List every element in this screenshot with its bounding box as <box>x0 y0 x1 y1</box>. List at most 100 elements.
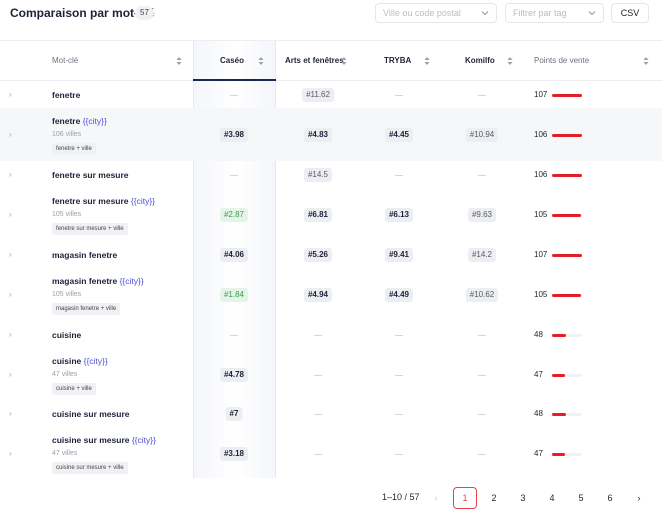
empty-rank <box>314 374 322 376</box>
rank-badge-komilfo: #14.2 <box>467 247 497 262</box>
city-variable: {{city}} <box>130 196 156 206</box>
keyword-label: cuisine {{city}} <box>52 356 108 366</box>
empty-rank <box>395 174 403 176</box>
points-bar <box>552 173 582 177</box>
expand-chevron-icon[interactable]: › <box>9 448 12 458</box>
expand-chevron-icon[interactable]: › <box>9 289 12 299</box>
keyword-tag: fenetre sur mesure + ville <box>52 223 128 235</box>
sort-icon[interactable] <box>341 56 347 66</box>
keyword-text: cuisine sur mesure <box>52 435 132 445</box>
points-count: 105 <box>534 209 548 219</box>
page-button-3[interactable]: 3 <box>520 493 526 503</box>
column-header-tryba[interactable]: TRYBA <box>384 56 412 65</box>
empty-rank <box>395 334 403 336</box>
rank-badge-caseo: #3.18 <box>219 446 249 461</box>
expand-chevron-icon[interactable]: › <box>9 169 12 179</box>
chevron-down-icon <box>588 11 596 16</box>
keyword-text: fenetre sur mesure <box>52 169 129 180</box>
table-row[interactable]: › cuisine {{city}} 47 villes cuisine + vill… <box>0 348 662 401</box>
keyword-text: cuisine <box>52 356 84 366</box>
table-row[interactable]: › magasin fenetre {{city}} 105 villes magas… <box>0 268 662 321</box>
rank-badge-tryba: #4.45 <box>384 127 414 142</box>
points-bar <box>552 213 581 217</box>
sort-icon[interactable] <box>176 56 182 66</box>
keyword-tag: magasin fenetre + ville <box>52 303 121 315</box>
keyword-text: magasin fenetre <box>52 276 120 286</box>
tag-filter-select[interactable]: Filtrer par tag <box>505 3 604 23</box>
rank-badge-arts: #14.5 <box>303 167 333 182</box>
page-button-5[interactable]: 5 <box>578 493 584 503</box>
rank-badge-tryba: #6.13 <box>384 207 414 222</box>
table-row[interactable]: › cuisine 48 <box>0 321 662 348</box>
city-count: 47 villes <box>52 371 78 378</box>
keyword-tag: fenetre + ville <box>52 143 96 155</box>
points-bar <box>552 293 581 297</box>
empty-rank <box>478 453 486 455</box>
points-bar <box>552 333 566 337</box>
rank-badge-arts: #5.26 <box>303 247 333 262</box>
sort-icon[interactable] <box>258 56 264 66</box>
points-count: 48 <box>534 408 543 418</box>
page-button-4[interactable]: 4 <box>549 493 555 503</box>
empty-rank <box>478 413 486 415</box>
empty-rank <box>395 413 403 415</box>
sort-icon[interactable] <box>643 56 649 66</box>
pagination-range: 1–10 / 57 <box>382 492 420 502</box>
table-row[interactable]: › fenetre sur mesure {{city}} 105 villes fe… <box>0 188 662 241</box>
tag-placeholder: Filtrer par tag <box>513 8 567 18</box>
keyword-tag: cuisine + ville <box>52 383 96 395</box>
empty-rank <box>478 174 486 176</box>
keyword-text: cuisine <box>52 329 82 340</box>
column-header-komilfo[interactable]: Komilfo <box>465 56 495 65</box>
expand-chevron-icon[interactable]: › <box>9 369 12 379</box>
keyword-text: fenetre <box>52 116 83 126</box>
keyword-text: cuisine sur mesure <box>52 408 130 419</box>
page-button-6[interactable]: 6 <box>607 493 613 503</box>
points-count: 105 <box>534 289 548 299</box>
expand-chevron-icon[interactable]: › <box>9 249 12 259</box>
points-count: 47 <box>534 448 543 458</box>
keyword-tag: cuisine sur mesure + ville <box>52 462 128 474</box>
expand-chevron-icon[interactable]: › <box>9 89 12 99</box>
header: Comparaison par mot-clé 57 Ville ou code… <box>0 0 670 40</box>
table-row[interactable]: › cuisine sur mesure {{city}} 47 villes cui… <box>0 427 662 480</box>
points-bar-track <box>552 333 582 337</box>
count-badge: 57 <box>135 6 154 20</box>
column-header-points[interactable]: Points de vente <box>534 56 590 65</box>
table-row[interactable]: › fenetre {{city}} 106 villes fenetre + vil… <box>0 108 662 161</box>
table-row[interactable]: › cuisine sur mesure #7 48 <box>0 400 662 427</box>
empty-rank <box>230 174 238 176</box>
table-row[interactable]: › fenetre #11.62 107 <box>0 81 662 108</box>
next-page-button[interactable]: › <box>637 493 641 503</box>
rank-badge-caseo: #1.84 <box>219 287 249 302</box>
city-select[interactable]: Ville ou code postal <box>375 3 497 23</box>
column-header-caseo[interactable]: Caséo <box>220 56 245 65</box>
empty-rank <box>395 374 403 376</box>
expand-chevron-icon[interactable]: › <box>9 129 12 139</box>
city-placeholder: Ville ou code postal <box>383 8 461 18</box>
empty-rank <box>230 334 238 336</box>
page-button-2[interactable]: 2 <box>491 493 497 503</box>
csv-export-button[interactable]: CSV <box>611 3 649 23</box>
keyword-label: cuisine <box>52 330 81 340</box>
city-count: 106 villes <box>52 131 82 138</box>
column-header-arts[interactable]: Arts et fenêtres <box>285 56 344 65</box>
points-count: 106 <box>534 129 548 139</box>
points-bar <box>552 253 582 257</box>
table-row[interactable]: › fenetre sur mesure #14.5 106 <box>0 161 662 188</box>
sort-icon[interactable] <box>507 56 513 66</box>
keyword-label: magasin fenetre <box>52 250 117 260</box>
rank-badge-caseo: #7 <box>225 406 243 421</box>
points-bar-track <box>552 373 582 377</box>
expand-chevron-icon[interactable]: › <box>9 209 12 219</box>
expand-chevron-icon[interactable]: › <box>9 329 12 339</box>
points-count: 107 <box>534 89 548 99</box>
page-button-1[interactable]: 1 <box>453 487 477 509</box>
column-header-keyword[interactable]: Mot-clé <box>52 56 79 65</box>
table-row[interactable]: › magasin fenetre #4.06 #5.26 #9.41 #14.2 107 <box>0 241 662 268</box>
expand-chevron-icon[interactable]: › <box>9 408 12 418</box>
sort-icon[interactable] <box>424 56 430 66</box>
rank-badge-arts: #6.81 <box>303 207 333 222</box>
prev-page-button[interactable]: ‹ <box>434 493 438 503</box>
empty-rank <box>395 94 403 96</box>
